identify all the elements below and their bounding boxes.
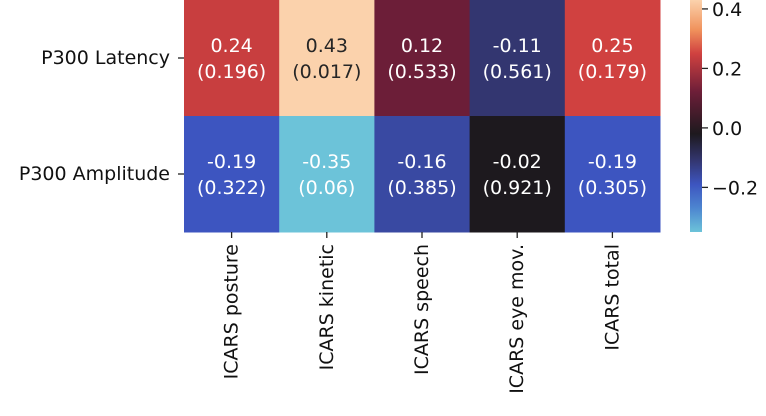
cell-pvalue-label: (0.305) xyxy=(578,177,647,199)
cell-value-label: 0.24 xyxy=(210,35,252,57)
cell-value-label: -0.19 xyxy=(207,151,256,173)
heatmap-cell xyxy=(279,0,375,117)
x-tick-label: ICARS eye mov. xyxy=(506,244,528,394)
heatmap-cell xyxy=(469,0,566,117)
heatmap-cells xyxy=(184,0,661,233)
cell-annotations: 0.24 (0.196) 0.43 (0.017) 0.12 (0.533) -0.11 (0… xyxy=(197,35,647,199)
x-tick-label: ICARS posture xyxy=(221,244,243,379)
heatmap-cell xyxy=(374,0,471,117)
cell-value-label: -0.19 xyxy=(588,151,637,173)
x-tick-label: ICARS total xyxy=(601,244,623,351)
heatmap-cell xyxy=(374,116,471,233)
cell-pvalue-label: (0.179) xyxy=(578,61,647,83)
cell-pvalue-label: (0.533) xyxy=(387,61,456,83)
heatmap-cell xyxy=(564,0,661,117)
cell-pvalue-label: (0.017) xyxy=(292,61,361,83)
colorbar-tick-label: −0.2 xyxy=(712,177,758,199)
x-tick-label: ICARS speech xyxy=(411,244,433,375)
cell-value-label: -0.02 xyxy=(493,151,542,173)
cell-value-label: 0.12 xyxy=(401,35,443,57)
cell-value-label: -0.11 xyxy=(493,35,542,57)
cell-pvalue-label: (0.561) xyxy=(483,61,552,83)
colorbar-tick-label: 0.4 xyxy=(712,0,742,21)
cell-pvalue-label: (0.196) xyxy=(197,61,266,83)
colorbar-tick-label: 0.0 xyxy=(712,118,742,140)
colorbar: −0.2 0.0 0.2 0.4 xyxy=(690,0,758,232)
x-axis-ticks: ICARS posture ICARS kinetic ICARS speech IC… xyxy=(221,232,623,394)
cell-value-label: 0.25 xyxy=(591,35,633,57)
heatmap-cell xyxy=(564,116,661,233)
cell-value-label: 0.43 xyxy=(306,35,348,57)
cell-pvalue-label: (0.06) xyxy=(298,177,355,199)
cell-value-label: -0.16 xyxy=(397,151,446,173)
y-tick-label: P300 Latency xyxy=(41,47,170,69)
colorbar-tick-label: 0.2 xyxy=(712,58,742,80)
heatmap-cell xyxy=(184,116,280,233)
heatmap-cell xyxy=(279,116,375,233)
colorbar-gradient xyxy=(690,0,702,232)
y-axis-ticks: P300 Latency P300 Amplitude xyxy=(19,47,184,185)
y-tick-label: P300 Amplitude xyxy=(19,163,170,185)
cell-pvalue-label: (0.385) xyxy=(387,177,456,199)
cell-pvalue-label: (0.322) xyxy=(197,177,266,199)
cell-pvalue-label: (0.921) xyxy=(483,177,552,199)
heatmap-cell xyxy=(184,0,280,117)
heatmap-cell xyxy=(469,116,566,233)
x-tick-label: ICARS kinetic xyxy=(316,244,338,370)
cell-value-label: -0.35 xyxy=(302,151,351,173)
